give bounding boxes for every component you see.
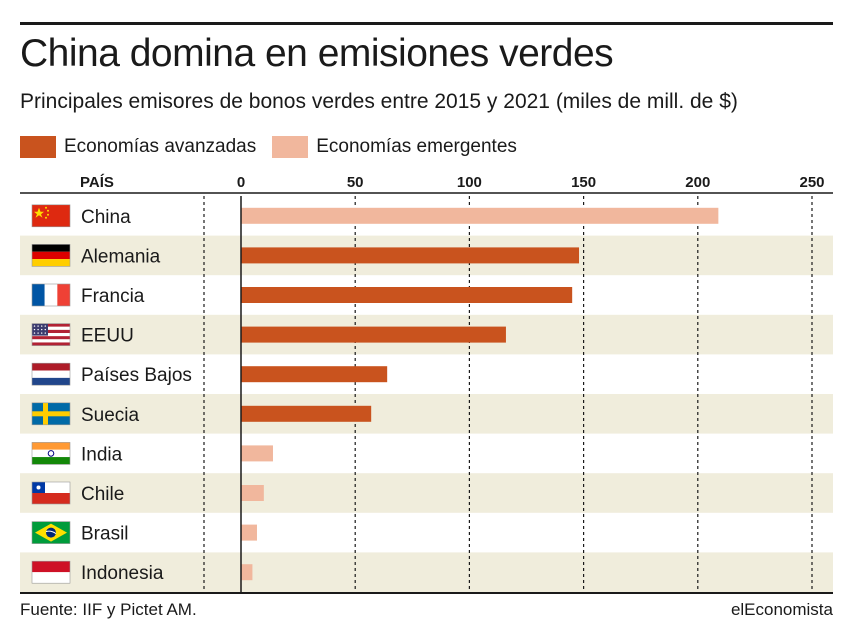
chart-subtitle: Principales emisores de bonos verdes ent… (20, 90, 738, 113)
bar (241, 366, 388, 383)
france-flag-icon (31, 283, 71, 307)
footer-rule (20, 592, 833, 594)
legend-swatch-emergentes (272, 136, 309, 158)
brazil-flag-icon (31, 521, 71, 544)
legend-label-emergentes: Economías emergentes (316, 136, 517, 157)
legend-label-avanzadas: Economías avanzadas (64, 136, 257, 157)
brand-logo-text: elEconomista (730, 600, 833, 619)
category-label: Suecia (81, 405, 140, 426)
row-band (20, 473, 833, 513)
bar (241, 564, 253, 581)
legend-swatch-avanzadas (20, 136, 56, 158)
x-tick-label: 100 (457, 174, 482, 191)
row-band (20, 394, 833, 434)
usa-flag-icon (31, 323, 71, 346)
category-label: India (81, 444, 123, 465)
india-flag-icon (31, 442, 71, 465)
top-rule (20, 22, 833, 25)
category-label: Brasil (81, 524, 129, 545)
bar (241, 326, 506, 343)
category-label: Francia (81, 286, 145, 307)
bar (241, 445, 273, 462)
china-flag-icon (31, 204, 71, 228)
bar (241, 247, 580, 264)
germany-flag-icon (31, 244, 71, 267)
category-label: EEUU (81, 326, 134, 347)
x-tick-label: 50 (347, 174, 364, 191)
x-tick-label: 0 (237, 174, 245, 191)
x-tick-label: 250 (799, 174, 824, 191)
category-label: Alemania (81, 246, 161, 267)
category-header: PAÍS (80, 174, 114, 191)
legend: Economías avanzadas Economías emergentes (20, 134, 533, 160)
sweden-flag-icon (31, 402, 71, 426)
category-label: Países Bajos (81, 365, 192, 386)
source-note: Fuente: IIF y Pictet AM. (20, 600, 197, 619)
legend-item-avanzadas: Economías avanzadas (20, 136, 256, 158)
bar (241, 287, 573, 303)
bar (241, 524, 257, 541)
bar (241, 405, 372, 422)
x-tick-label: 200 (685, 174, 710, 191)
bar (241, 485, 264, 501)
category-label: China (81, 207, 131, 228)
category-label: Chile (81, 484, 124, 505)
chart-title: China domina en emisiones verdes (20, 32, 614, 75)
netherlands-flag-icon (31, 362, 71, 386)
indonesia-flag-icon (31, 560, 71, 584)
legend-item-emergentes: Economías emergentes (272, 136, 517, 158)
chile-flag-icon (31, 481, 71, 505)
x-tick-label: 150 (571, 174, 596, 191)
bar (241, 207, 719, 224)
category-label: Indonesia (81, 563, 164, 584)
